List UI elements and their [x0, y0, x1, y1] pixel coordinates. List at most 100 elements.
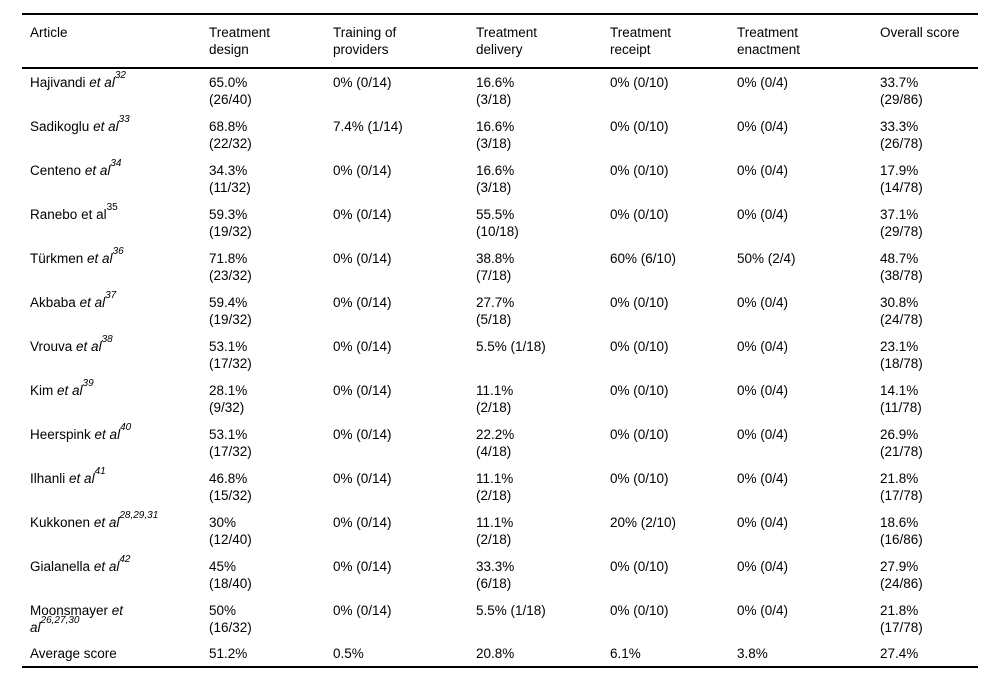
- value-cell: 0% (0/10): [610, 75, 669, 90]
- value-cell: 11.1% (2/18): [476, 383, 514, 415]
- value-cell: 26.9% (21/78): [880, 427, 923, 459]
- value-cell: 0% (0/4): [737, 119, 789, 134]
- value-cell: 0% (0/4): [737, 559, 789, 574]
- reference-superscript: 37: [105, 289, 117, 301]
- article-cell: Kim et al39: [22, 377, 209, 421]
- value-cell: 21.8% (17/78): [880, 471, 923, 503]
- value-cell: 0.5%: [333, 646, 364, 661]
- value-cell: 0% (0/14): [333, 295, 392, 310]
- value-cell: 0% (0/14): [333, 559, 392, 574]
- value-cell: 16.6% (3/18): [476, 119, 515, 151]
- value-cell: 20% (2/10): [610, 515, 677, 530]
- value-cell: 22.2% (4/18): [476, 427, 515, 459]
- article-cell: Centeno et al34: [22, 157, 209, 201]
- article-cell: Ilhanli et al41: [22, 465, 209, 509]
- column-header: Article: [22, 14, 209, 69]
- article-name: Gialanella: [30, 559, 91, 574]
- value-cell: 0% (0/14): [333, 251, 392, 266]
- article-etal-group: et al38: [76, 334, 113, 354]
- table-row: Centeno et al34 34.3% (11/32) 0% (0/14) 16.…: [22, 157, 978, 201]
- article-name: Ranebo: [30, 207, 78, 222]
- value-cell: 0% (0/4): [737, 515, 789, 530]
- value-cell: 0% (0/10): [610, 383, 669, 398]
- etal-text: et al: [69, 471, 95, 486]
- column-header: Training of providers: [333, 14, 476, 69]
- value-cell: 53.1% (17/32): [209, 427, 252, 459]
- value-cell: 33.3% (26/78): [880, 119, 923, 151]
- etal-text: et al: [89, 75, 115, 90]
- article-etal-group: et al37: [79, 290, 117, 310]
- value-cell: 11.1% (2/18): [476, 515, 514, 547]
- article-etal-group: et al34: [84, 158, 122, 178]
- value-cell: 30.8% (24/78): [880, 295, 923, 327]
- value-cell: 28.1% (9/32): [209, 383, 248, 415]
- value-cell: 50% (16/32): [209, 603, 252, 635]
- etal-text: et al: [79, 295, 106, 310]
- value-cell: 0% (0/10): [610, 603, 669, 618]
- value-cell: 27.4%: [880, 646, 919, 661]
- article-name: Türkmen: [30, 251, 84, 266]
- article-cell: Kukkonen et al28,29,31: [22, 509, 209, 553]
- article-name: Kim: [30, 383, 54, 398]
- value-cell: 45% (18/40): [209, 559, 252, 591]
- value-cell: 71.8% (23/32): [209, 251, 252, 283]
- article-cell: Hajivandi et al32: [22, 68, 209, 113]
- table-row: Vrouva et al38 53.1% (17/32) 0% (0/14) 5.5%…: [22, 333, 978, 377]
- reference-superscript: 32: [114, 69, 126, 81]
- reference-superscript: 35: [106, 201, 118, 213]
- value-cell: 37.1% (29/78): [880, 207, 923, 239]
- value-cell: 3.8%: [737, 646, 768, 661]
- etal-text: et al: [84, 163, 111, 178]
- value-cell: 0% (0/14): [333, 603, 392, 618]
- article-name: Heerspink: [30, 427, 91, 442]
- value-cell: 33.3% (6/18): [476, 559, 515, 591]
- article-etal-group: et al39: [57, 378, 94, 398]
- article-name: Average score: [30, 646, 117, 661]
- reference-superscript: 38: [101, 333, 113, 345]
- article-etal-group: et al26,27,30: [30, 603, 123, 635]
- page: Article Treatment design Training of provi…: [22, 13, 978, 668]
- value-cell: 65.0% (26/40): [209, 75, 252, 107]
- value-cell: 55.5% (10/18): [476, 207, 519, 239]
- reference-superscript: 42: [119, 553, 131, 565]
- article-cell: Vrouva et al38: [22, 333, 209, 377]
- value-cell: 21.8% (17/78): [880, 603, 923, 635]
- table-row: Sadikoglu et al33 68.8% (22/32) 7.4% (1/14…: [22, 113, 978, 157]
- value-cell: 0% (0/4): [737, 295, 789, 310]
- value-cell: 0% (0/10): [610, 295, 669, 310]
- article-cell: Heerspink et al40: [22, 421, 209, 465]
- etal-text: et al: [81, 207, 107, 222]
- value-cell: 5.5% (1/18): [476, 339, 546, 354]
- treatment-fidelity-table: Article Treatment design Training of provi…: [22, 13, 978, 668]
- reference-superscript: 33: [118, 113, 130, 125]
- column-header: Treatment delivery: [476, 14, 610, 69]
- article-etal-group: et al36: [87, 246, 124, 266]
- etal-text: et al: [57, 383, 83, 398]
- reference-superscript: 26,27,30: [40, 614, 80, 626]
- column-header: Treatment design: [209, 14, 333, 69]
- value-cell: 50% (2/4): [737, 251, 796, 266]
- article-cell: Sadikoglu et al33: [22, 113, 209, 157]
- value-cell: 16.6% (3/18): [476, 75, 515, 107]
- etal-text: et al: [30, 603, 124, 635]
- value-cell: 0% (0/10): [610, 427, 669, 442]
- value-cell: 53.1% (17/32): [209, 339, 252, 371]
- reference-superscript: 34: [110, 157, 122, 169]
- table-row: Ilhanli et al41 46.8% (15/32) 0% (0/14) 11.…: [22, 465, 978, 509]
- value-cell: 27.7% (5/18): [476, 295, 515, 327]
- value-cell: 59.4% (19/32): [209, 295, 252, 327]
- value-cell: 0% (0/10): [610, 207, 669, 222]
- column-header: Treatment enactment: [737, 14, 880, 69]
- table-body: Hajivandi et al32 65.0% (26/40) 0% (0/14) 1…: [22, 68, 978, 667]
- article-name: Moonsmayer: [30, 603, 109, 618]
- value-cell: 60% (6/10): [610, 251, 677, 266]
- article-name: Akbaba: [30, 295, 76, 310]
- value-cell: 34.3% (11/32): [209, 163, 251, 195]
- value-cell: 0% (0/10): [610, 559, 669, 574]
- header-row: Article Treatment design Training of provi…: [22, 14, 978, 69]
- value-cell: 0% (0/14): [333, 339, 392, 354]
- value-cell: 27.9% (24/86): [880, 559, 923, 591]
- article-name: Hajivandi: [30, 75, 86, 90]
- table-row: Türkmen et al36 71.8% (23/32) 0% (0/14) 38.…: [22, 245, 978, 289]
- value-cell: 0% (0/4): [737, 207, 789, 222]
